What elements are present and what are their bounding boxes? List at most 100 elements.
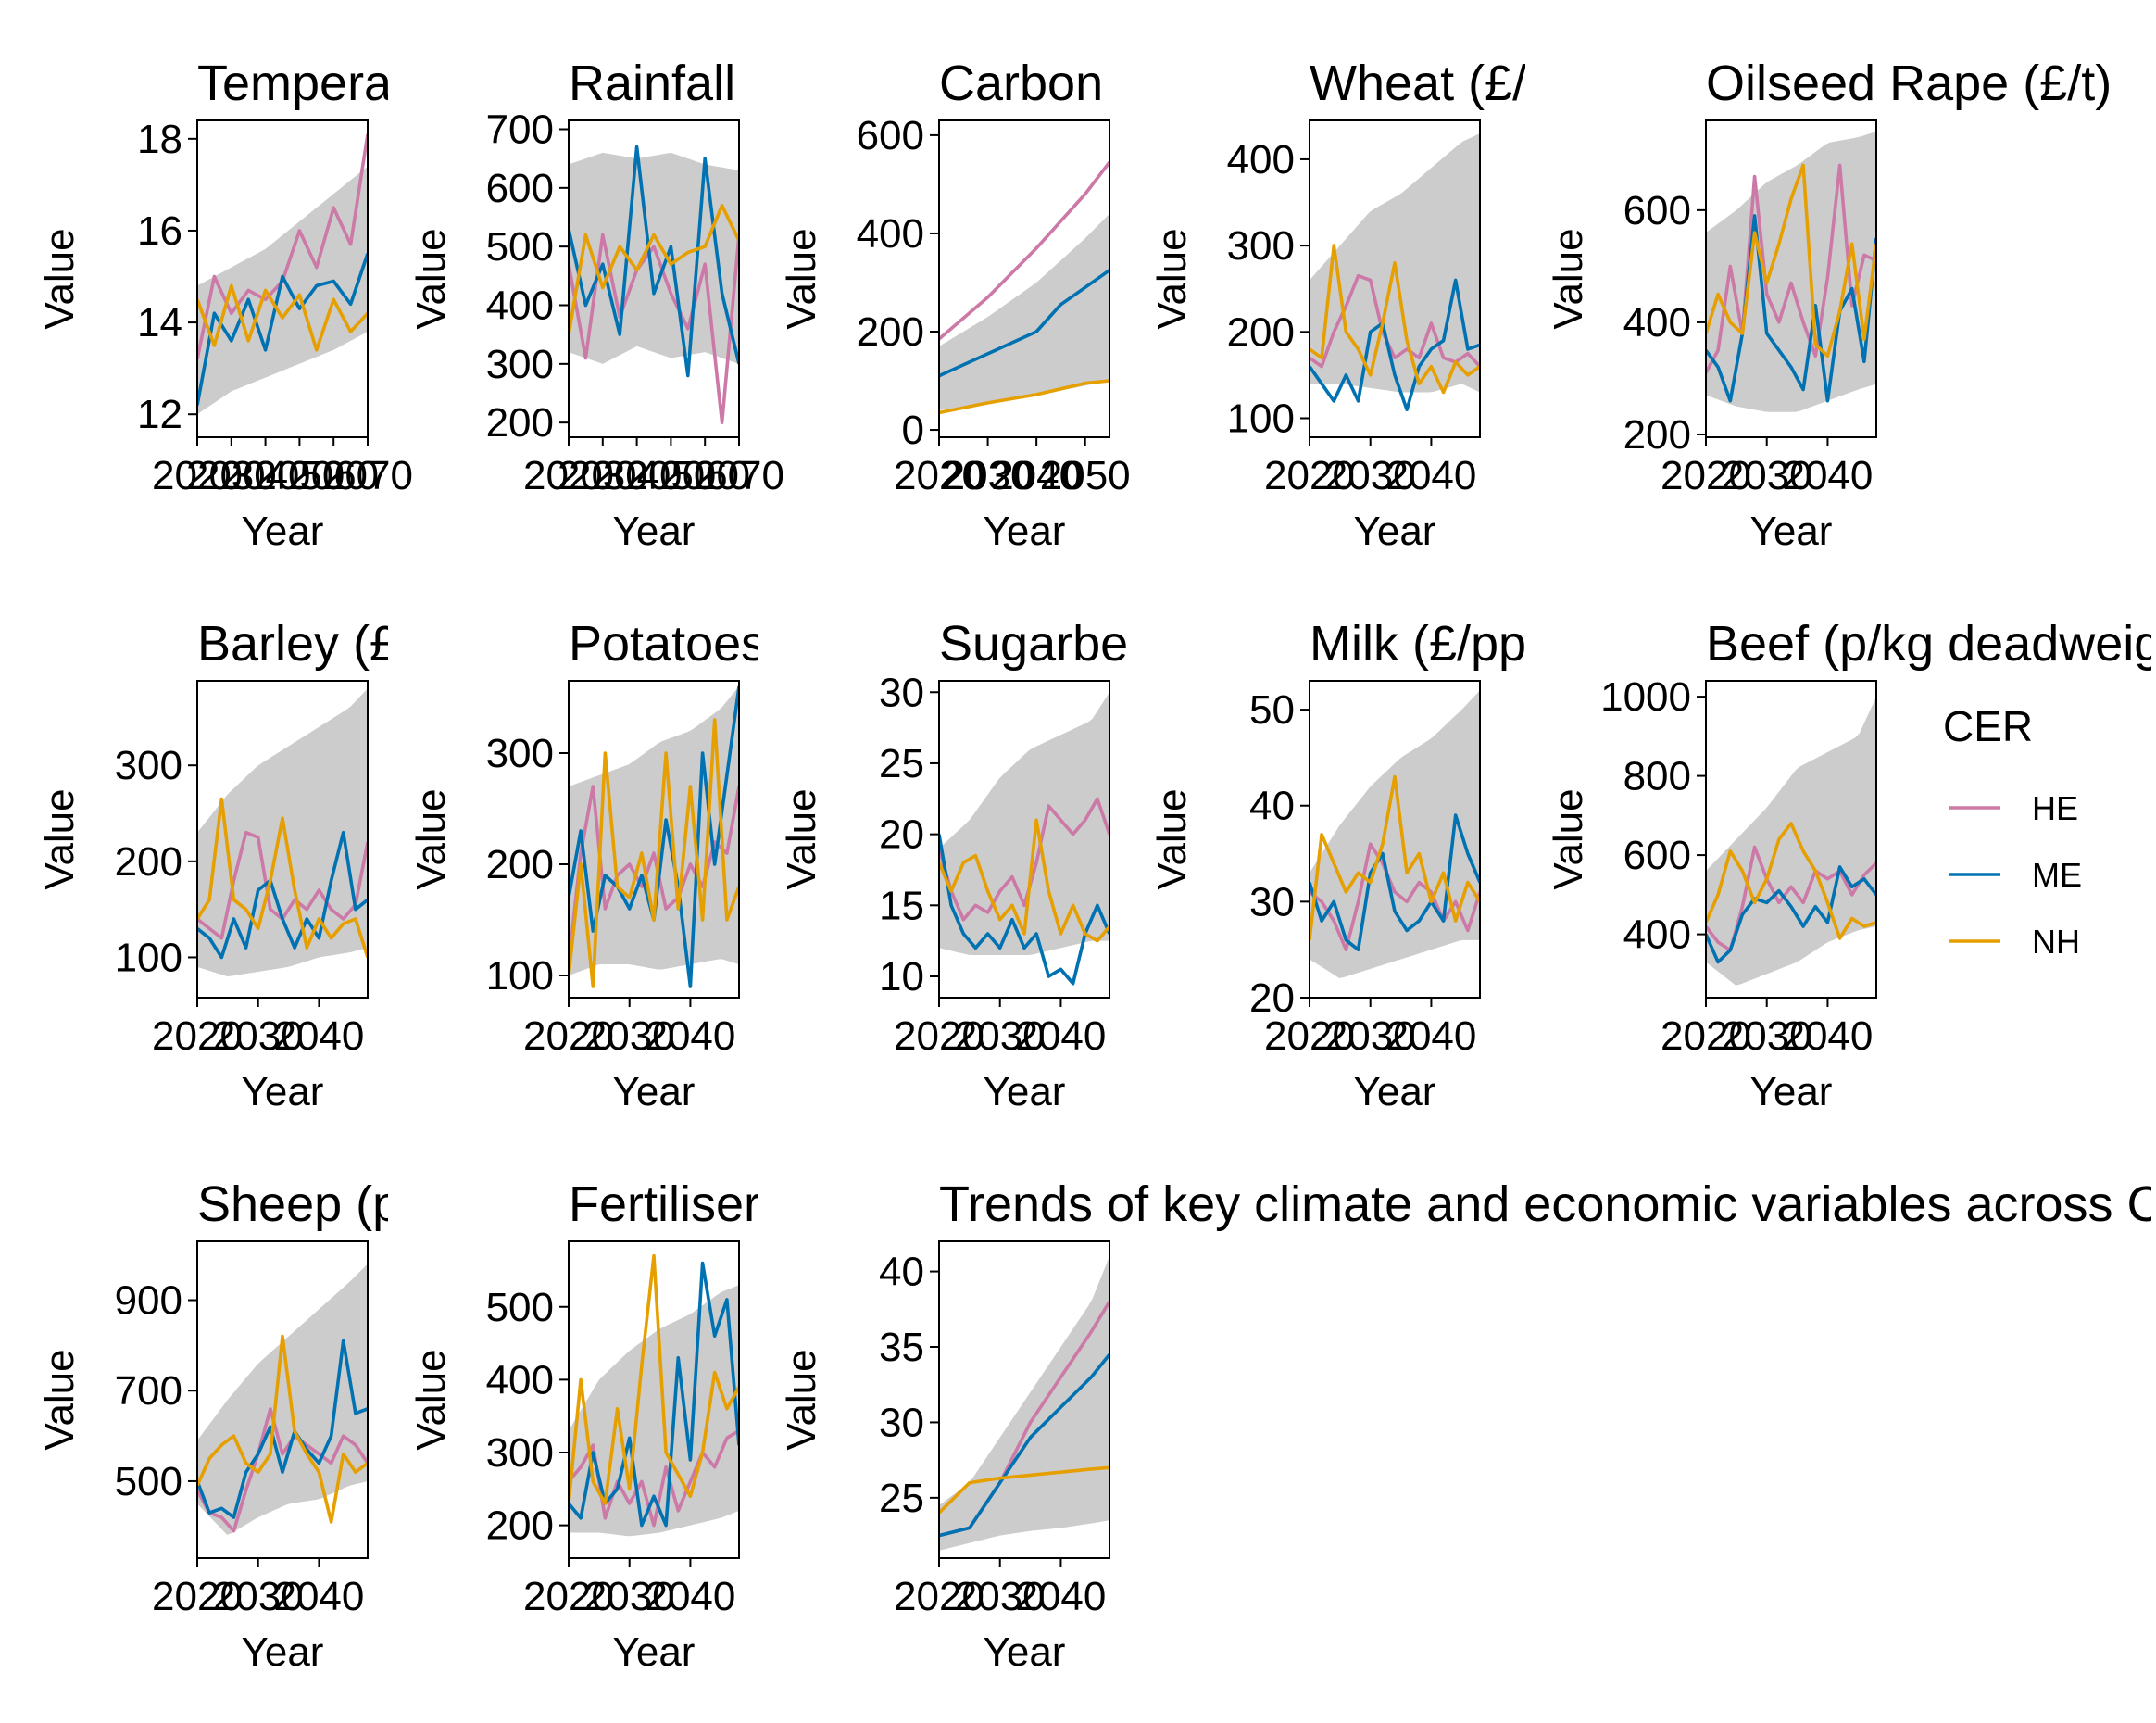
uncertainty-band — [1706, 132, 1876, 412]
y-tick-label: 800 — [1623, 754, 1691, 799]
chart-panel: Beef (p/kg deadweight)400600800100020202… — [1546, 616, 2151, 1114]
legend-title: CER — [1943, 702, 2033, 750]
y-axis-label: Value — [779, 228, 824, 329]
legend-label-nh: NH — [2032, 923, 2080, 961]
uncertainty-band — [939, 692, 1109, 955]
panel-frame — [196, 680, 369, 999]
series-line-nh — [1706, 163, 1876, 358]
series-line-he — [939, 161, 1109, 341]
x-axis-label: Year — [613, 1069, 696, 1114]
series-line-nh — [1310, 774, 1480, 941]
y-tick-label: 700 — [486, 107, 554, 153]
y-axis-label: Value — [408, 228, 454, 329]
x-tick-label: 2030 — [1722, 1013, 1812, 1059]
y-tick-label: 30 — [879, 1400, 924, 1445]
y-tick-label: 300 — [486, 342, 554, 387]
chart-panel: Temperature 12 14 16 18 202020302040205020602… — [37, 56, 478, 554]
panel-frame — [568, 1240, 740, 1559]
x-tick-label: 2020 — [152, 1574, 243, 1619]
y-tick-label: 200 — [857, 309, 924, 355]
x-tick-label: 2030 — [186, 453, 277, 498]
chart-panel: Fertiliser (£/t) 200 300 400 500 202020302040… — [408, 1176, 758, 1675]
panel-title: Sugarbeet (£/t) — [939, 616, 1272, 672]
y-tick-label: 300 — [486, 731, 554, 776]
uncertainty-band — [939, 213, 1109, 410]
chart-panel: Sheep (p/kg deadweight)50070090020202030… — [37, 1176, 753, 1675]
panel-frame — [1309, 680, 1481, 999]
series-line-he — [1310, 273, 1480, 369]
y-axis-label: Value — [1546, 788, 1591, 889]
x-tick-label: 2020 — [152, 1013, 243, 1059]
series-line-me — [939, 834, 1109, 986]
x-axis-label: Year — [984, 1629, 1066, 1675]
y-tick-label: 0 — [902, 408, 924, 453]
y-tick-label: 10 — [879, 954, 924, 1000]
panel-title: Temperature — [197, 56, 478, 111]
x-tick-label: 2040 — [1015, 1013, 1106, 1059]
chart-panel: Trends of key climate and economic varia… — [779, 1176, 2156, 1675]
series-line-he — [197, 1407, 368, 1533]
panel-frame — [568, 680, 740, 999]
panel-title: Trends of key climate and economic varia… — [939, 1176, 2156, 1232]
y-tick-label: 300 — [1227, 223, 1295, 269]
x-tick-label: 2030 — [213, 1013, 304, 1059]
panel-title: Sheep (p/kg deadweight) — [197, 1176, 753, 1232]
y-tick-label: 16 — [137, 208, 182, 254]
y-tick-label: 100 — [486, 953, 554, 999]
x-tick-label: 2020 — [894, 1574, 984, 1619]
x-tick-label: 2040 — [645, 1013, 735, 1059]
legend-label-he: HE — [2032, 789, 2078, 827]
y-tick-label: 200 — [486, 842, 554, 887]
series-line-me — [569, 145, 739, 378]
y-tick-label: 200 — [115, 839, 182, 885]
x-axis-label: Year — [984, 1069, 1066, 1114]
x-tick-label: 2030 — [584, 1574, 675, 1619]
y-tick-label: 400 — [1623, 912, 1691, 958]
x-tick-label: 2020 — [1661, 453, 1751, 498]
uncertainty-band — [197, 166, 368, 415]
x-tick-label: 2040 — [1782, 453, 1873, 498]
uncertainty-band — [197, 1264, 368, 1535]
x-tick-label: 2050 — [1040, 453, 1131, 498]
panel-frame — [1705, 119, 1877, 438]
x-tick-label: 2070 — [694, 453, 784, 498]
series-line-nh — [569, 204, 739, 335]
series-line-me — [939, 269, 1109, 378]
x-tick-label: 2020 — [523, 1574, 614, 1619]
series-line-nh — [939, 818, 1109, 943]
y-tick-label: 25 — [879, 1476, 924, 1521]
panel-title: Rainfall — [569, 56, 735, 111]
y-axis-label: Value — [37, 228, 82, 329]
y-tick-label: 400 — [486, 283, 554, 329]
uncertainty-band — [1706, 697, 1876, 986]
x-tick-label: 2030 — [1325, 1013, 1416, 1059]
chart-panel: Milk (£/ppl)20304050202020302040YearValu… — [1149, 616, 1525, 1114]
x-tick-label: 2040 — [645, 1574, 735, 1619]
x-tick-label: 2060 — [659, 453, 750, 498]
y-tick-label: 400 — [1623, 300, 1691, 346]
y-axis-label: Value — [779, 788, 824, 889]
x-tick-label: 2060 — [288, 453, 379, 498]
legend-label-me: ME — [2032, 856, 2082, 894]
panel-frame — [1309, 119, 1481, 438]
panel-frame — [568, 119, 740, 438]
series-line-me — [1310, 813, 1480, 951]
x-tick-label: 2030 — [584, 1013, 675, 1059]
y-tick-label: 15 — [879, 883, 924, 928]
x-tick-label: 2050 — [625, 453, 716, 498]
x-tick-label: 2020 — [1264, 1013, 1355, 1059]
y-tick-label: 100 — [1227, 396, 1295, 441]
y-tick-label: 200 — [486, 1503, 554, 1549]
y-tick-label: 500 — [115, 1459, 182, 1504]
y-tick-label: 30 — [879, 670, 924, 715]
y-tick-label: 200 — [1623, 412, 1691, 458]
y-tick-label: 35 — [879, 1325, 924, 1370]
x-tick-label: 2030 — [955, 1574, 1046, 1619]
x-axis-label: Year — [242, 1629, 324, 1675]
x-tick-label: 2030 — [1325, 453, 1416, 498]
